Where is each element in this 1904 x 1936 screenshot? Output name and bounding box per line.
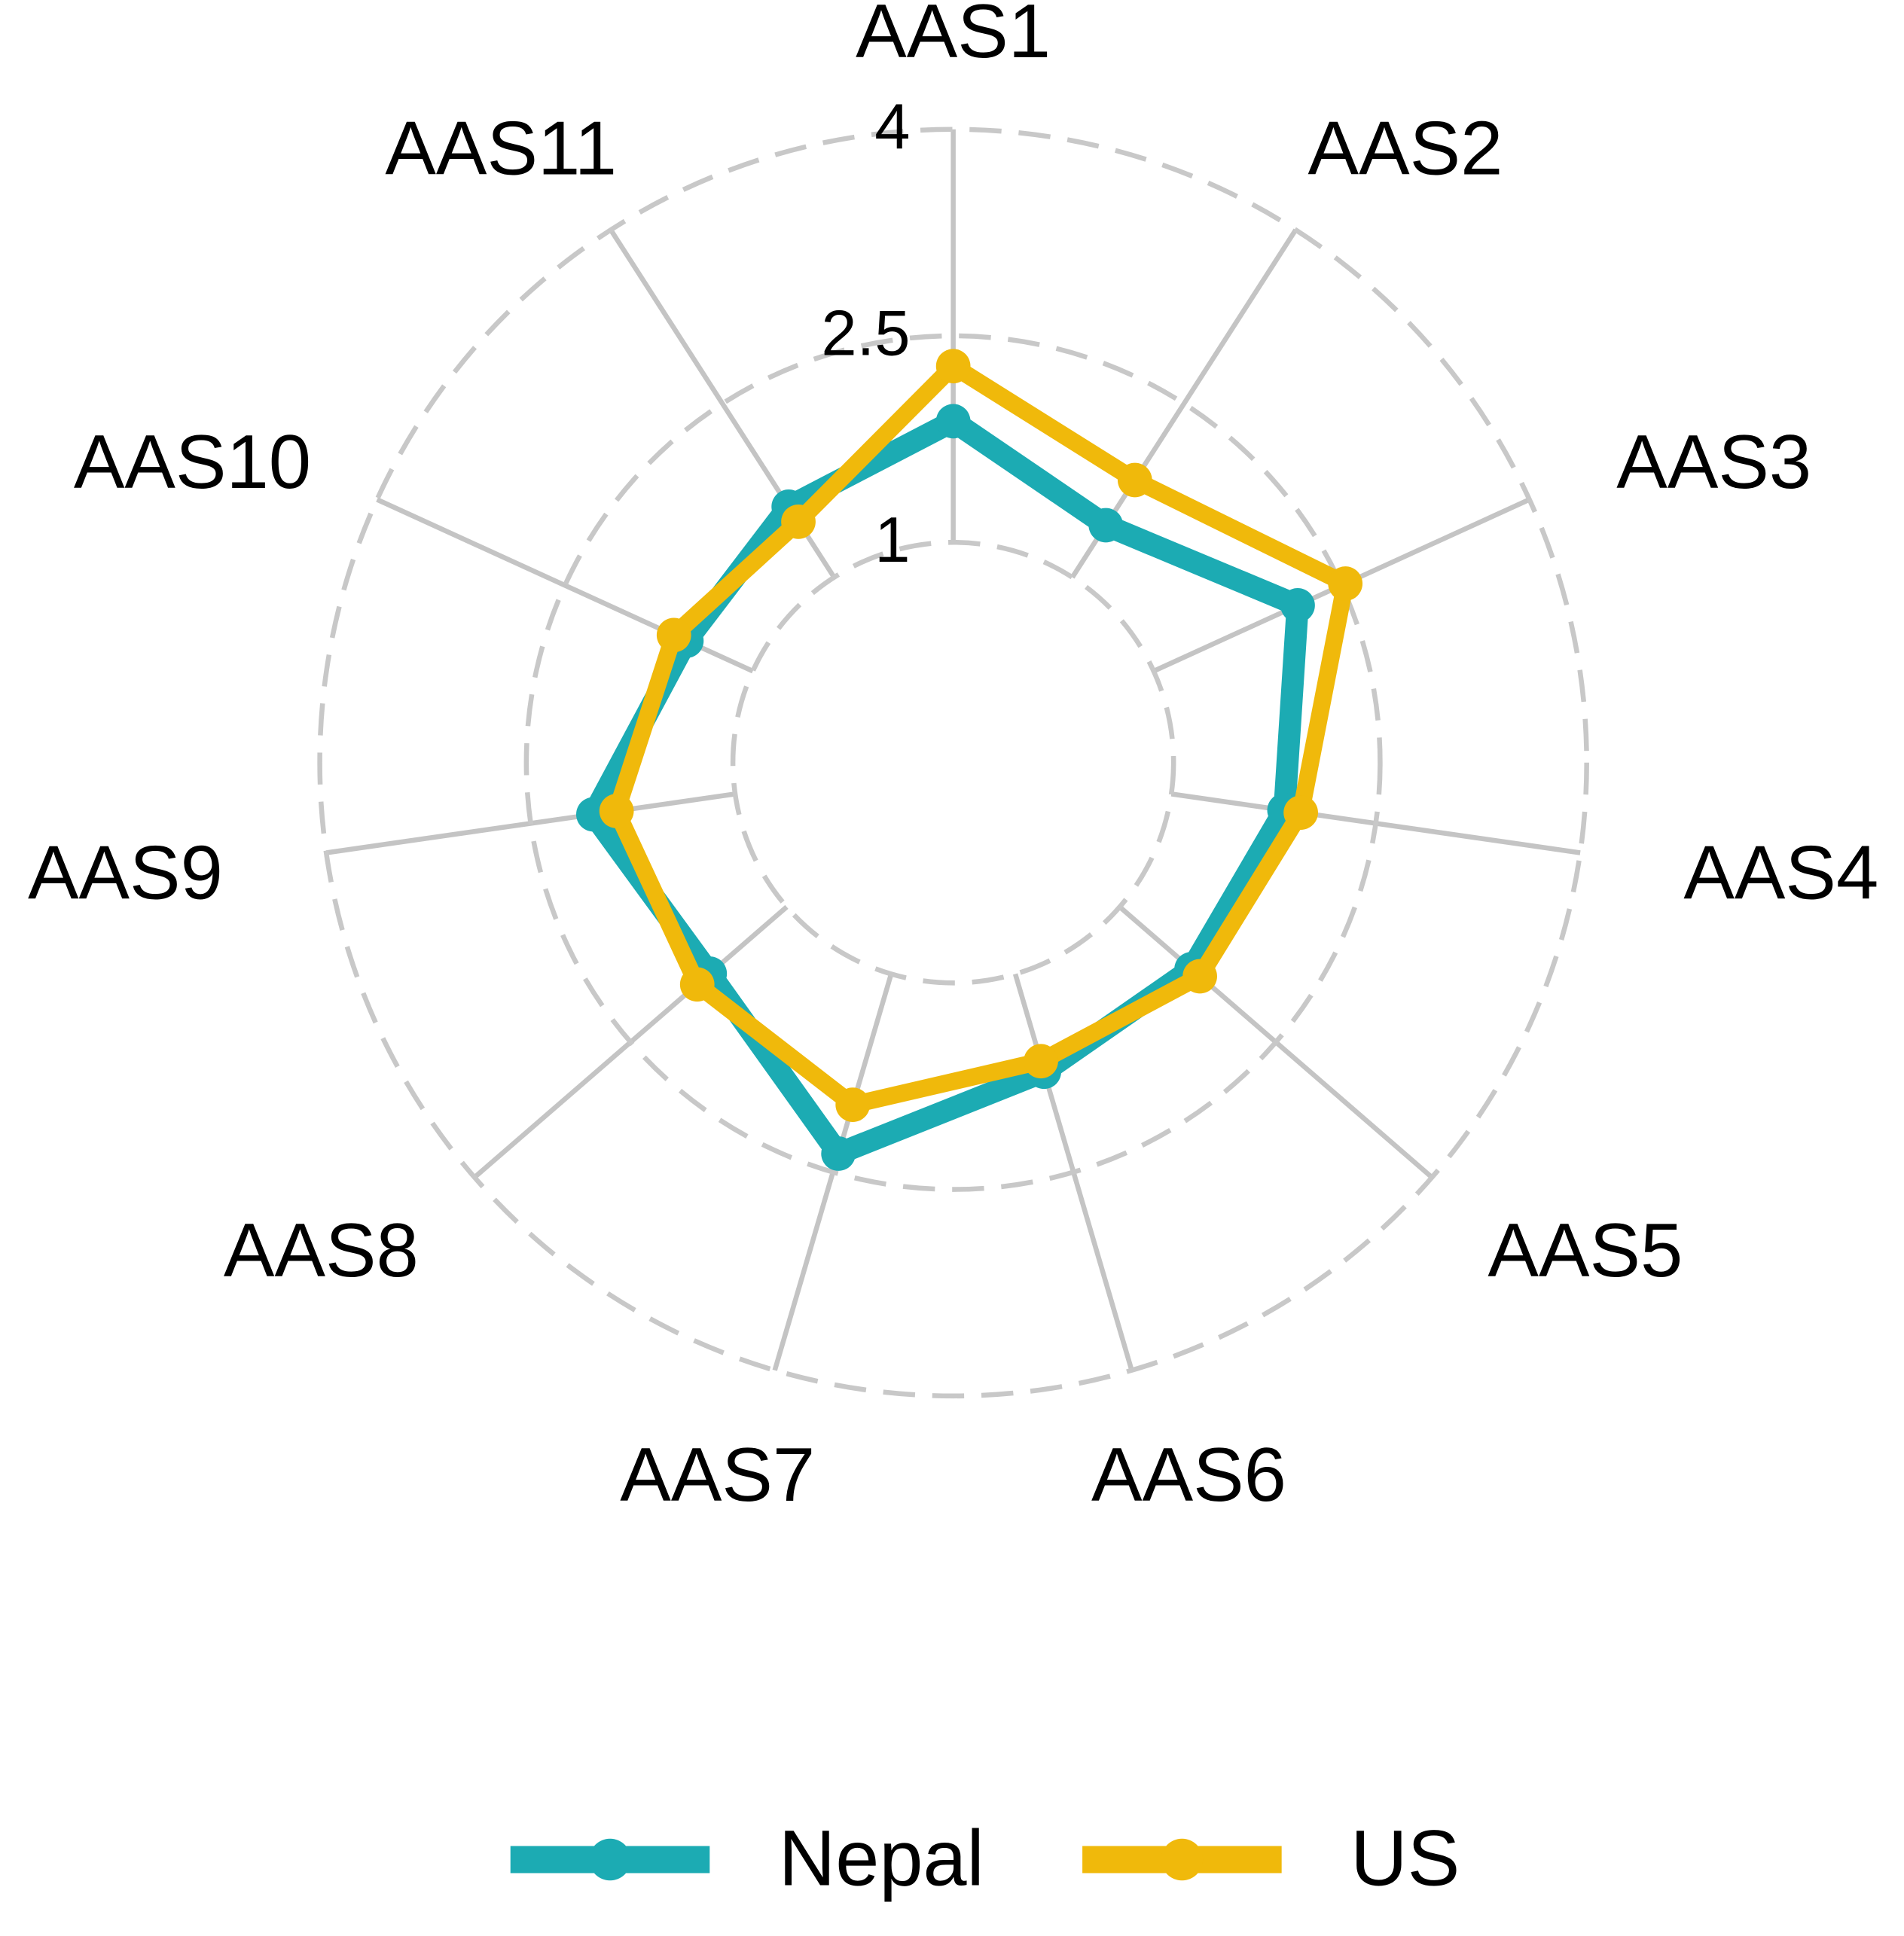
series-point: [1280, 588, 1315, 623]
category-label: AAS4: [1683, 830, 1878, 915]
y-tick-label: 2.5: [821, 297, 910, 369]
series-point: [935, 404, 971, 439]
category-label: AAS7: [620, 1432, 815, 1517]
category-label: AAS9: [28, 830, 223, 915]
legend-point: [1161, 1838, 1204, 1881]
series-point: [935, 349, 971, 384]
grid-circle: [523, 333, 1383, 1192]
grid-circle: [730, 539, 1176, 986]
y-tick-label: 4: [874, 90, 910, 162]
series-point: [1024, 1044, 1058, 1079]
series-point: [781, 504, 816, 539]
series-point: [835, 1087, 871, 1122]
category-label: AAS10: [74, 419, 311, 505]
category-label: AAS11: [385, 105, 617, 191]
series-point: [679, 967, 715, 1002]
legend-label: US: [1350, 1815, 1460, 1903]
category-label: AAS6: [1091, 1432, 1286, 1517]
category-label: AAS3: [1616, 419, 1811, 505]
series-point: [599, 794, 634, 828]
legend-point: [589, 1838, 631, 1881]
series-point: [1182, 959, 1217, 994]
series-line: [608, 357, 1354, 1114]
category-label: AAS5: [1488, 1208, 1683, 1293]
series-point: [1328, 566, 1363, 601]
legend-label: Nepal: [779, 1815, 984, 1903]
y-tick-label: 1: [874, 504, 910, 575]
series-point: [1283, 795, 1318, 830]
series-point: [1088, 508, 1124, 543]
category-label: AAS1: [856, 0, 1051, 74]
category-label: AAS8: [224, 1208, 419, 1293]
series-point: [821, 1136, 856, 1171]
grid-circle: [317, 127, 1589, 1399]
series-point: [1117, 462, 1152, 498]
category-label: AAS2: [1308, 105, 1503, 191]
series-line: [582, 410, 1309, 1165]
series-point: [656, 617, 691, 653]
